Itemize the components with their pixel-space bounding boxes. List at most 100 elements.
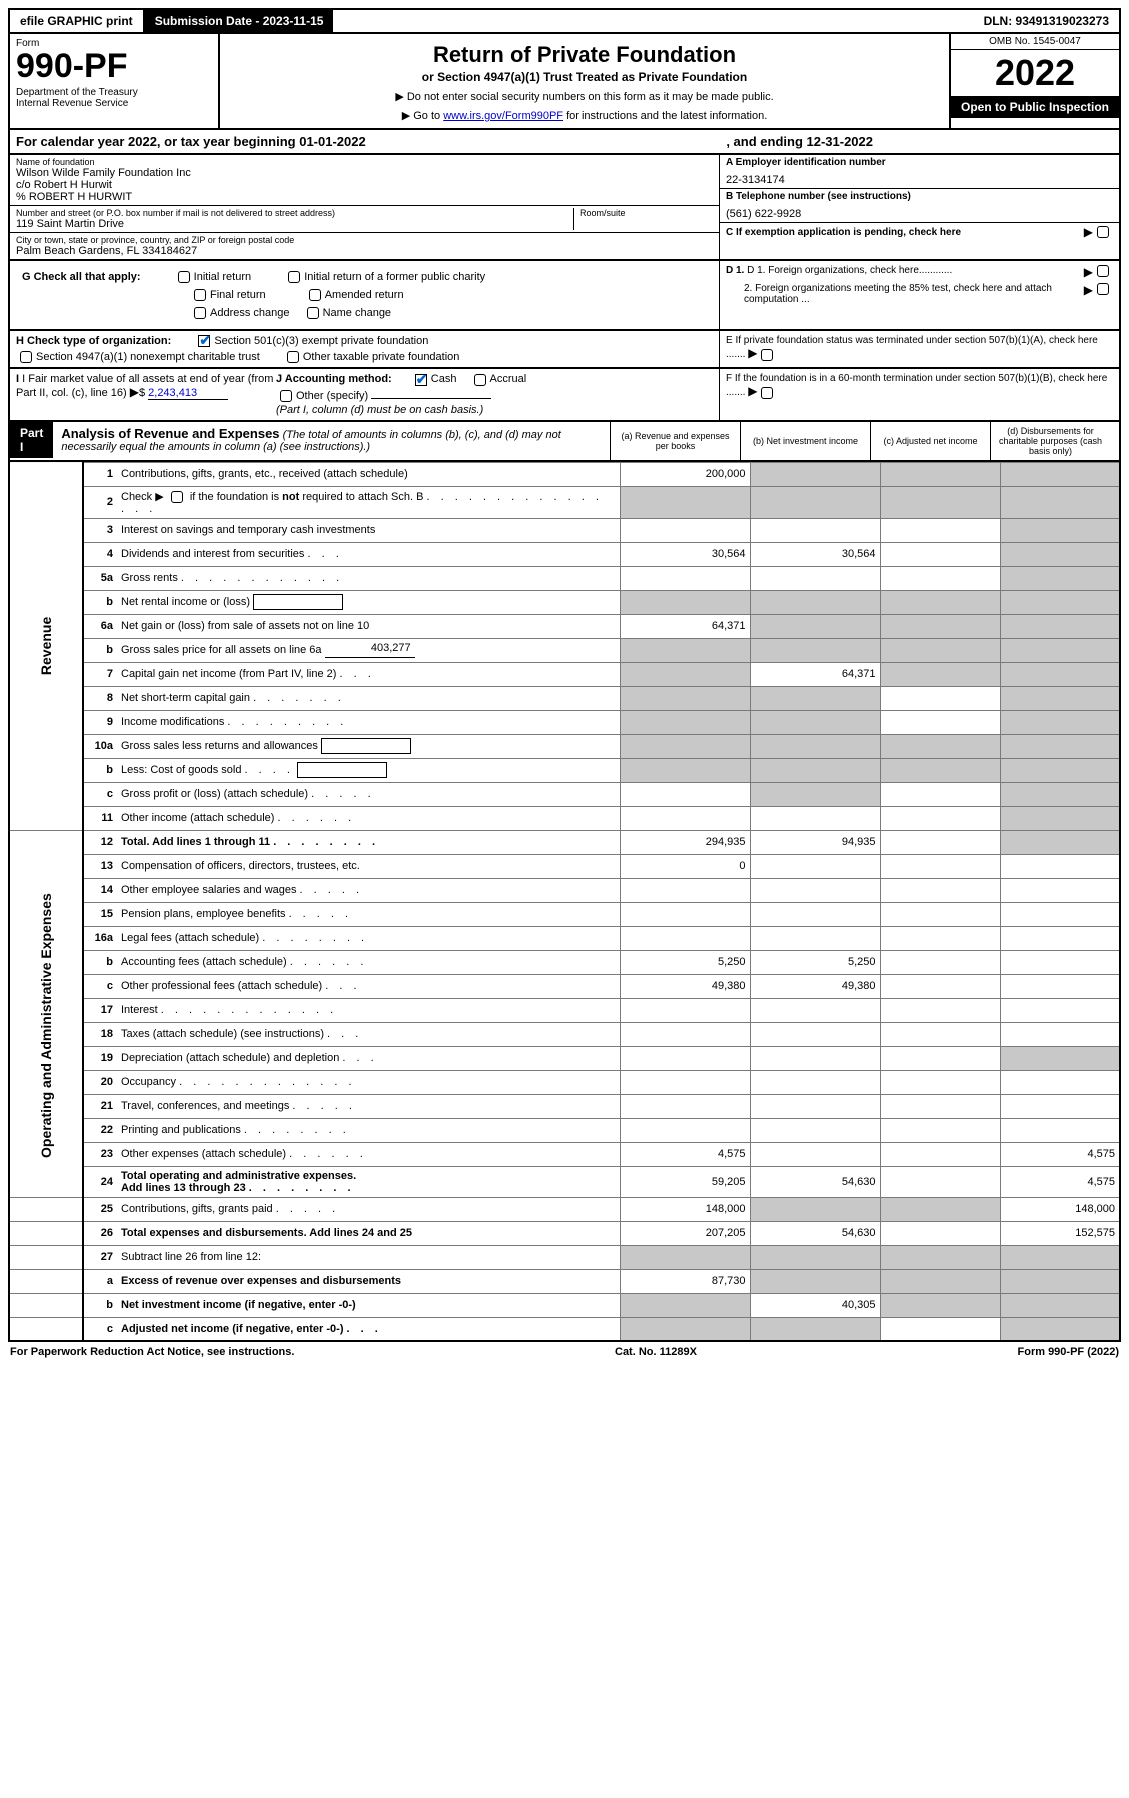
accounting-method: J Accounting method: Cash Accrual Other … (276, 373, 713, 415)
foundation-name-row: Name of foundation Wilson Wilde Family F… (10, 155, 719, 206)
foundation-name: Wilson Wilde Family Foundation Inc (16, 167, 713, 179)
sch-b-checkbox[interactable] (171, 491, 183, 503)
phone-value: (561) 622-9928 (726, 208, 1113, 220)
4947-checkbox[interactable] (20, 351, 32, 363)
fair-market-value: I I Fair market value of all assets at e… (16, 373, 276, 415)
table-row: 8Net short-term capital gain . . . . . .… (9, 686, 1120, 710)
initial-public-checkbox[interactable] (288, 271, 300, 283)
table-row: 26Total expenses and disbursements. Add … (9, 1221, 1120, 1245)
table-row: 22Printing and publications . . . . . . … (9, 1118, 1120, 1142)
form-subtitle: or Section 4947(a)(1) Trust Treated as P… (226, 70, 943, 84)
col-d-header: (d) Disbursements for charitable purpose… (990, 422, 1110, 460)
final-return-checkbox[interactable] (194, 289, 206, 301)
top-bar: efile GRAPHIC print Submission Date - 20… (8, 8, 1121, 34)
page-footer: For Paperwork Reduction Act Notice, see … (8, 1342, 1121, 1362)
e-row: E If private foundation status was termi… (726, 335, 1113, 360)
calendar-year-row: For calendar year 2022, or tax year begi… (8, 130, 1121, 155)
part1-title: Analysis of Revenue and Expenses (61, 426, 279, 441)
other-taxable-checkbox[interactable] (287, 351, 299, 363)
cal-year-end: , and ending 12-31-2022 (726, 134, 873, 149)
ein-row: A Employer identification number 22-3134… (720, 155, 1119, 189)
table-row: 11Other income (attach schedule) . . . .… (9, 806, 1120, 830)
d1-checkbox[interactable] (1097, 265, 1109, 277)
501c3-checkbox[interactable] (198, 335, 210, 347)
check-section-g: G Check all that apply: Initial return I… (8, 261, 1121, 331)
table-row: bLess: Cost of goods sold . . . . (9, 758, 1120, 782)
name-change-checkbox[interactable] (307, 307, 319, 319)
form-link[interactable]: www.irs.gov/Form990PF (443, 110, 563, 122)
form-title: Return of Private Foundation (226, 42, 943, 68)
table-row: 25Contributions, gifts, grants paid . . … (9, 1197, 1120, 1221)
col-a-header: (a) Revenue and expenses per books (610, 422, 740, 460)
check-section-i: I I Fair market value of all assets at e… (8, 369, 1121, 421)
form-title-block: Return of Private Foundation or Section … (220, 34, 949, 128)
table-row: Operating and Administrative Expenses 13… (9, 854, 1120, 878)
table-row: 20Occupancy . . . . . . . . . . . . . (9, 1070, 1120, 1094)
table-row: 9Income modifications . . . . . . . . . (9, 710, 1120, 734)
other-method-checkbox[interactable] (280, 390, 292, 402)
accrual-checkbox[interactable] (474, 374, 486, 386)
table-row: bNet rental income or (loss) (9, 590, 1120, 614)
expenses-label: Operating and Administrative Expenses (9, 854, 83, 1197)
department-text: Department of the Treasury Internal Reve… (16, 87, 212, 109)
instruction-2: ▶ Go to www.irs.gov/Form990PF for instru… (226, 109, 943, 122)
amended-return-checkbox[interactable] (309, 289, 321, 301)
table-row: 4Dividends and interest from securities … (9, 542, 1120, 566)
table-row: 12Total. Add lines 1 through 11 . . . . … (9, 830, 1120, 854)
table-row: 14Other employee salaries and wages . . … (9, 878, 1120, 902)
table-row: 24Total operating and administrative exp… (9, 1166, 1120, 1197)
table-row: 3Interest on savings and temporary cash … (9, 518, 1120, 542)
table-row: 10aGross sales less returns and allowanc… (9, 734, 1120, 758)
col-b-header: (b) Net investment income (740, 422, 870, 460)
efile-print-button[interactable]: efile GRAPHIC print (10, 10, 145, 32)
cash-checkbox[interactable] (415, 374, 427, 386)
e-checkbox[interactable] (761, 349, 773, 361)
form-id-block: Form 990-PF Department of the Treasury I… (10, 34, 220, 128)
city-row: City or town, state or province, country… (10, 233, 719, 259)
f-checkbox[interactable] (761, 387, 773, 399)
instruction-1: ▶ Do not enter social security numbers o… (226, 90, 943, 103)
table-row: 17Interest . . . . . . . . . . . . . (9, 998, 1120, 1022)
table-row: 16aLegal fees (attach schedule) . . . . … (9, 926, 1120, 950)
table-row: 19Depreciation (attach schedule) and dep… (9, 1046, 1120, 1070)
cal-year-begin: For calendar year 2022, or tax year begi… (16, 134, 366, 149)
city-state-zip: Palm Beach Gardens, FL 334184627 (16, 245, 713, 257)
d1-row: D 1. D 1. Foreign organizations, check h… (726, 265, 1113, 279)
dln-number: DLN: 93491319023273 (974, 12, 1119, 30)
table-row: 18Taxes (attach schedule) (see instructi… (9, 1022, 1120, 1046)
omb-number: OMB No. 1545-0047 (951, 34, 1119, 50)
table-row: aExcess of revenue over expenses and dis… (9, 1269, 1120, 1293)
fmv-value: 2,243,413 (148, 387, 228, 400)
exemption-checkbox[interactable] (1097, 226, 1109, 238)
table-row: 2Check ▶ if the foundation is not requir… (9, 486, 1120, 518)
form-header: Form 990-PF Department of the Treasury I… (8, 34, 1121, 130)
table-row: 7Capital gain net income (from Part IV, … (9, 662, 1120, 686)
f-row: F If the foundation is in a 60-month ter… (726, 373, 1113, 398)
table-row: bGross sales price for all assets on lin… (9, 638, 1120, 662)
open-to-public: Open to Public Inspection (951, 96, 1119, 118)
initial-return-checkbox[interactable] (178, 271, 190, 283)
table-row: 27Subtract line 26 from line 12: (9, 1245, 1120, 1269)
table-row: bAccounting fees (attach schedule) . . .… (9, 950, 1120, 974)
table-row: 15Pension plans, employee benefits . . .… (9, 902, 1120, 926)
table-row: 23Other expenses (attach schedule) . . .… (9, 1142, 1120, 1166)
revenue-label: Revenue (9, 462, 83, 830)
foundation-info: Name of foundation Wilson Wilde Family F… (8, 155, 1121, 261)
part1-header: Part I Analysis of Revenue and Expenses … (8, 422, 1121, 462)
table-row: 6aNet gain or (loss) from sale of assets… (9, 614, 1120, 638)
g-row: G Check all that apply: Initial return I… (16, 267, 713, 323)
table-row: 5aGross rents . . . . . . . . . . . . (9, 566, 1120, 590)
ein-value: 22-3134174 (726, 174, 1113, 186)
street-address: 119 Saint Martin Drive (16, 218, 573, 230)
footer-right: Form 990-PF (2022) (1018, 1346, 1120, 1358)
form-number: 990-PF (16, 49, 212, 83)
h-row: H Check type of organization: Section 50… (10, 331, 719, 367)
d2-checkbox[interactable] (1097, 283, 1109, 295)
form-year-block: OMB No. 1545-0047 2022 Open to Public In… (949, 34, 1119, 128)
table-row: cOther professional fees (attach schedul… (9, 974, 1120, 998)
exemption-row: C If exemption application is pending, c… (720, 223, 1119, 241)
phone-row: B Telephone number (see instructions) (5… (720, 189, 1119, 223)
table-row: Revenue 1Contributions, gifts, grants, e… (9, 462, 1120, 486)
address-change-checkbox[interactable] (194, 307, 206, 319)
footer-mid: Cat. No. 11289X (615, 1346, 697, 1358)
